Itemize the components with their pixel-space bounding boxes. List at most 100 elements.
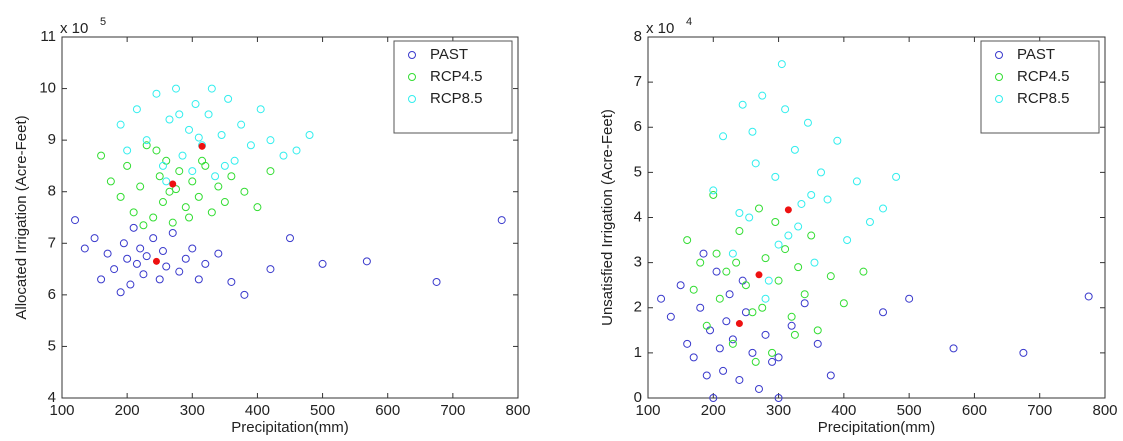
panel: 100 200 300 400 500 600 700 800 4 5 6 7 8 9 10 11 Precip… [13,16,531,436]
scatter-point [784,231,793,240]
y-tick-label: 2 [634,299,642,316]
scatter-point [292,146,301,155]
scatter-point [823,195,832,204]
x-tick-label: 400 [831,402,856,419]
scatter-point [142,136,151,145]
y-multiplier: x 10 [646,20,674,37]
legend-marker [995,51,1003,59]
scatter-point [777,60,786,69]
scatter-point [715,294,724,303]
scatter-point [771,172,780,181]
scatter-point [266,167,275,176]
scatter-point [803,118,812,127]
scatter-point [794,222,803,231]
legend-marker [408,95,416,103]
scatter-point [738,100,747,109]
scatter-point [116,120,125,129]
scatter-point [158,247,167,256]
scatter-point [172,185,180,194]
scatter-point [696,258,705,267]
mean-point [755,271,763,279]
scatter-point [800,299,809,308]
scatter-point [771,218,780,227]
x-tick-label: 800 [505,402,530,419]
scatter-point [217,130,226,139]
scatter-point [198,156,207,165]
scatter-point [689,353,698,362]
y-tick-label: 3 [634,254,642,271]
scatter-point [787,312,796,321]
scatter-point [817,168,826,177]
scatter-point [764,276,773,285]
scatter-point [699,249,708,258]
scatter-point [879,308,888,317]
scatter-point [813,326,822,335]
scatter-point [175,167,184,176]
mean-point [169,180,177,188]
scatter-point [807,231,816,240]
scatter-point [214,182,223,191]
scatter-point [214,249,223,258]
scatter-point [158,161,167,170]
scatter-point [279,151,288,160]
scatter-point [826,371,835,380]
scatter-point [129,223,138,232]
scatter-point [826,272,835,281]
x-tick-label: 300 [180,402,205,419]
y-tick-label: 5 [634,163,642,180]
scatter-point [162,156,171,165]
x-tick-label: 800 [1092,402,1117,419]
scatter-point [790,145,799,154]
scatter-point [188,177,197,186]
scatter-point [813,339,822,348]
scatter-point [839,299,848,308]
scatter-point [797,199,806,208]
scatter-point [683,236,692,245]
scatter-point [80,244,89,253]
y-tick-label: 9 [48,131,56,148]
scatter-point [256,105,265,114]
x-tick-label: 700 [1027,402,1052,419]
x-tick-label: 600 [962,402,987,419]
y-tick-label: 7 [634,73,642,90]
scatter-point [751,357,760,366]
scatter-point [181,203,190,212]
scatter-point [787,321,796,330]
scatter-point [175,110,184,119]
scatter-point [188,244,197,253]
scatter-point [185,125,194,134]
scatter-point [712,267,721,276]
x-tick-label: 400 [245,402,270,419]
scatter-point [781,245,790,254]
scatter-point [97,151,106,160]
scatter-point [859,267,868,276]
scatter-point [666,312,675,321]
legend-box [393,40,513,134]
scatter-point [735,375,744,384]
scatter-point [362,257,371,266]
scatter-point [123,146,132,155]
panel: 100 200 300 400 500 600 700 800 0 1 2 3 4 5 6 7 8 Precipi… [599,16,1118,436]
scatter-point [110,265,119,274]
scatter-point [126,280,135,289]
scatter-point [201,161,210,170]
scatter-point [781,105,790,114]
legend-marker [408,51,416,59]
scatter-point [106,177,115,186]
x-tick-label: 500 [310,402,335,419]
scatter-point [748,127,757,136]
scatter-point [237,120,246,129]
scatter-point [129,208,138,217]
scatter-point [748,348,757,357]
y-tick-label: 8 [48,183,56,200]
scatter-point [754,384,763,393]
scatter-point [188,167,197,176]
x-tick-label: 200 [115,402,140,419]
scatter-point [497,216,506,225]
scatter-point [194,192,203,201]
scatter-point [833,136,842,145]
scatter-point [689,285,698,294]
scatter-point [168,218,177,227]
scatter-point [201,259,210,268]
